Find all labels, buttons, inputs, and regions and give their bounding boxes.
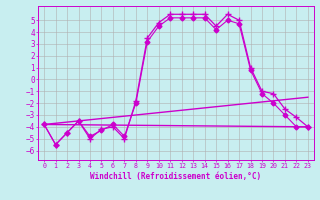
X-axis label: Windchill (Refroidissement éolien,°C): Windchill (Refroidissement éolien,°C) — [91, 172, 261, 181]
